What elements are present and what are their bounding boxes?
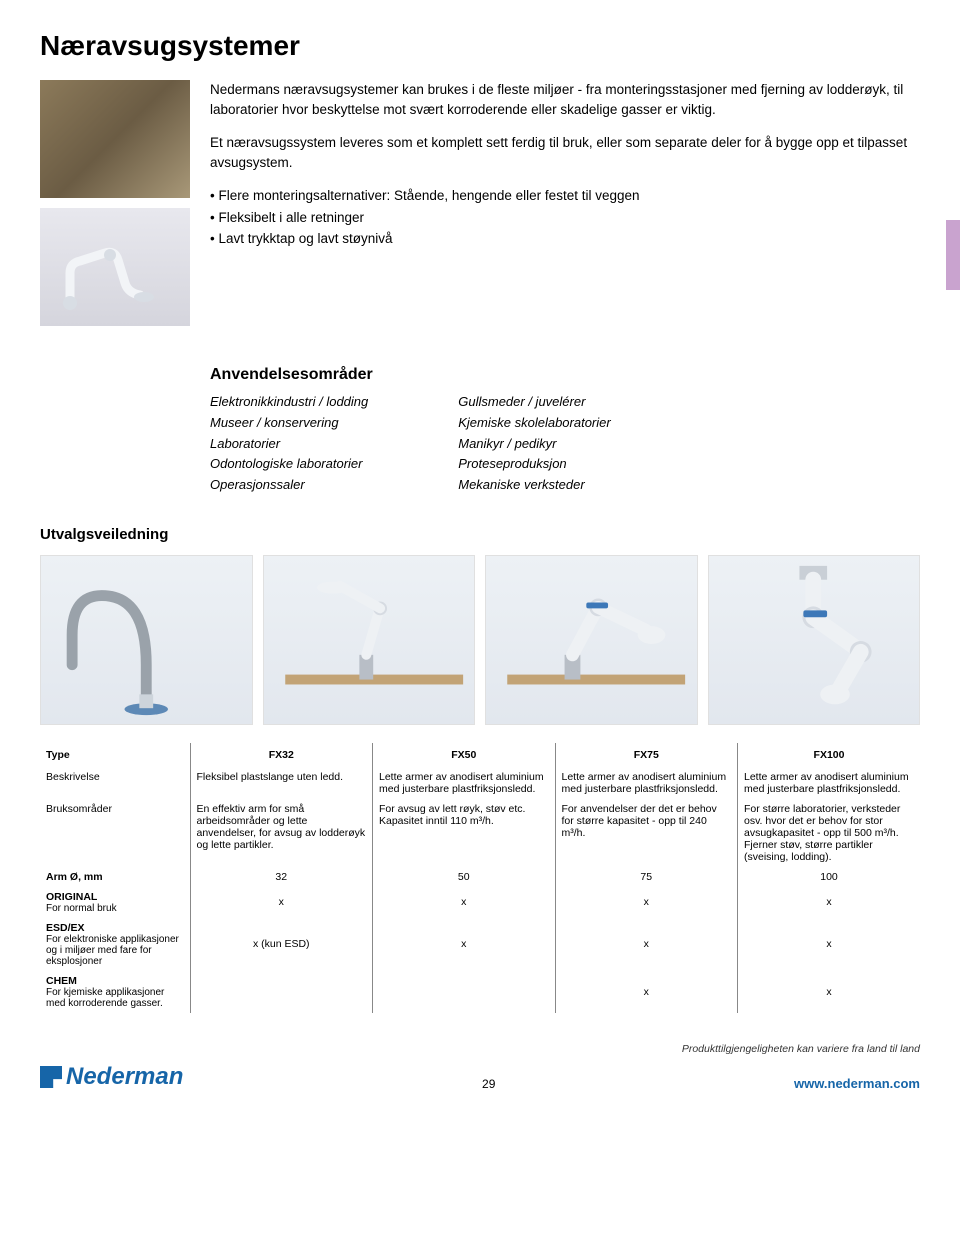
bullet: Lavt trykktap og lavt støynivå	[210, 229, 920, 249]
anv-item: Museer / konservering	[210, 413, 368, 434]
intro-p1: Nedermans næravsugsystemer kan brukes i …	[210, 80, 920, 119]
product-fx100	[708, 555, 921, 725]
spec-table: Type FX32 FX50 FX75 FX100 BeskrivelseFle…	[40, 743, 920, 1013]
anv-item: Odontologiske laboratorier	[210, 454, 368, 475]
intro-p2: Et næravsugssystem leveres som et komple…	[210, 133, 920, 172]
cell: For anvendelser der det er behov for stø…	[555, 799, 738, 867]
intro-text: Nedermans næravsugsystemer kan brukes i …	[210, 80, 920, 326]
row-label: Bruksområder	[40, 799, 190, 867]
bullet: Fleksibelt i alle retninger	[210, 208, 920, 228]
bullet: Flere monteringsalternativer: Stående, h…	[210, 186, 920, 206]
th-fx100: FX100	[738, 743, 921, 767]
product-fx75	[485, 555, 698, 725]
anv-item: Proteseproduksjon	[458, 454, 610, 475]
table-row: Arm Ø, mm325075100	[40, 867, 920, 887]
table-row: ESD/EXFor elektroniske applikasjoner og …	[40, 918, 920, 971]
cell: x	[373, 918, 556, 971]
anv-item: Gullsmeder / juvelérer	[458, 392, 610, 413]
selection-guide-title: Utvalgsveiledning	[40, 526, 920, 543]
th-fx75: FX75	[555, 743, 738, 767]
cell: x	[190, 887, 373, 918]
photo-arm	[40, 208, 190, 326]
cell: Lette armer av anodisert aluminium med j…	[738, 767, 921, 799]
cell: En effektiv arm for små arbeidsområder o…	[190, 799, 373, 867]
th-fx50: FX50	[373, 743, 556, 767]
anv-col2: Gullsmeder / juvelérer Kjemiske skolelab…	[458, 392, 610, 496]
intro-images	[40, 80, 190, 326]
anv-item: Kjemiske skolelaboratorier	[458, 413, 610, 434]
table-row: BeskrivelseFleksibel plastslange uten le…	[40, 767, 920, 799]
table-head-row: Type FX32 FX50 FX75 FX100	[40, 743, 920, 767]
logo-text: Nederman	[66, 1063, 183, 1091]
cell: x	[373, 887, 556, 918]
row-label: ORIGINALFor normal bruk	[40, 887, 190, 918]
side-tab-marker	[946, 220, 960, 290]
cell: For avsug av lett røyk, støv etc. Kapasi…	[373, 799, 556, 867]
cell: Lette armer av anodisert aluminium med j…	[555, 767, 738, 799]
footer-note: Produkttilgjengeligheten kan variere fra…	[40, 1043, 920, 1055]
anv-col1: Elektronikkindustri / lodding Museer / k…	[210, 392, 368, 496]
anv-item: Operasjonssaler	[210, 475, 368, 496]
anv-item: Manikyr / pedikyr	[458, 434, 610, 455]
anv-item: Mekaniske verksteder	[458, 475, 610, 496]
cell: 100	[738, 867, 921, 887]
arm-icon	[60, 223, 160, 313]
th-type: Type	[40, 743, 190, 767]
intro-bullets: Flere monteringsalternativer: Stående, h…	[210, 186, 920, 249]
row-label: ESD/EXFor elektroniske applikasjoner og …	[40, 918, 190, 971]
spec-tbody: BeskrivelseFleksibel plastslange uten le…	[40, 767, 920, 1013]
cell: 50	[373, 867, 556, 887]
page-number: 29	[482, 1077, 495, 1091]
th-fx32: FX32	[190, 743, 373, 767]
cell: x	[555, 918, 738, 971]
application-areas: Anvendelsesområder Elektronikkindustri /…	[210, 366, 920, 496]
intro-section: Nedermans næravsugsystemer kan brukes i …	[40, 80, 920, 326]
cell: 32	[190, 867, 373, 887]
cell: x	[738, 918, 921, 971]
table-row: ORIGINALFor normal brukxxxx	[40, 887, 920, 918]
footer-url: www.nederman.com	[794, 1076, 920, 1091]
table-row: CHEMFor kjemiske applikasjoner med korro…	[40, 971, 920, 1013]
photo-workshop	[40, 80, 190, 198]
anv-item: Elektronikkindustri / lodding	[210, 392, 368, 413]
anv-title: Anvendelsesområder	[210, 366, 920, 384]
row-label: Beskrivelse	[40, 767, 190, 799]
row-label: CHEMFor kjemiske applikasjoner med korro…	[40, 971, 190, 1013]
product-images	[40, 555, 920, 725]
cell: x	[555, 971, 738, 1013]
anv-item: Laboratorier	[210, 434, 368, 455]
cell: x	[738, 971, 921, 1013]
cell: Lette armer av anodisert aluminium med j…	[373, 767, 556, 799]
brand-logo: Nederman	[40, 1063, 183, 1091]
cell: x	[555, 887, 738, 918]
cell: x (kun ESD)	[190, 918, 373, 971]
product-fx50	[263, 555, 476, 725]
cell: 75	[555, 867, 738, 887]
page-title: Næravsugsystemer	[40, 30, 920, 62]
cell: Fleksibel plastslange uten ledd.	[190, 767, 373, 799]
cell: x	[738, 887, 921, 918]
cell	[373, 971, 556, 1013]
cell: For større laboratorier, verksteder osv.…	[738, 799, 921, 867]
table-row: BruksområderEn effektiv arm for små arbe…	[40, 799, 920, 867]
row-label: Arm Ø, mm	[40, 867, 190, 887]
logo-mark-icon	[40, 1066, 62, 1088]
cell	[190, 971, 373, 1013]
footer: Produkttilgjengeligheten kan variere fra…	[40, 1043, 920, 1103]
product-fx32	[40, 555, 253, 725]
